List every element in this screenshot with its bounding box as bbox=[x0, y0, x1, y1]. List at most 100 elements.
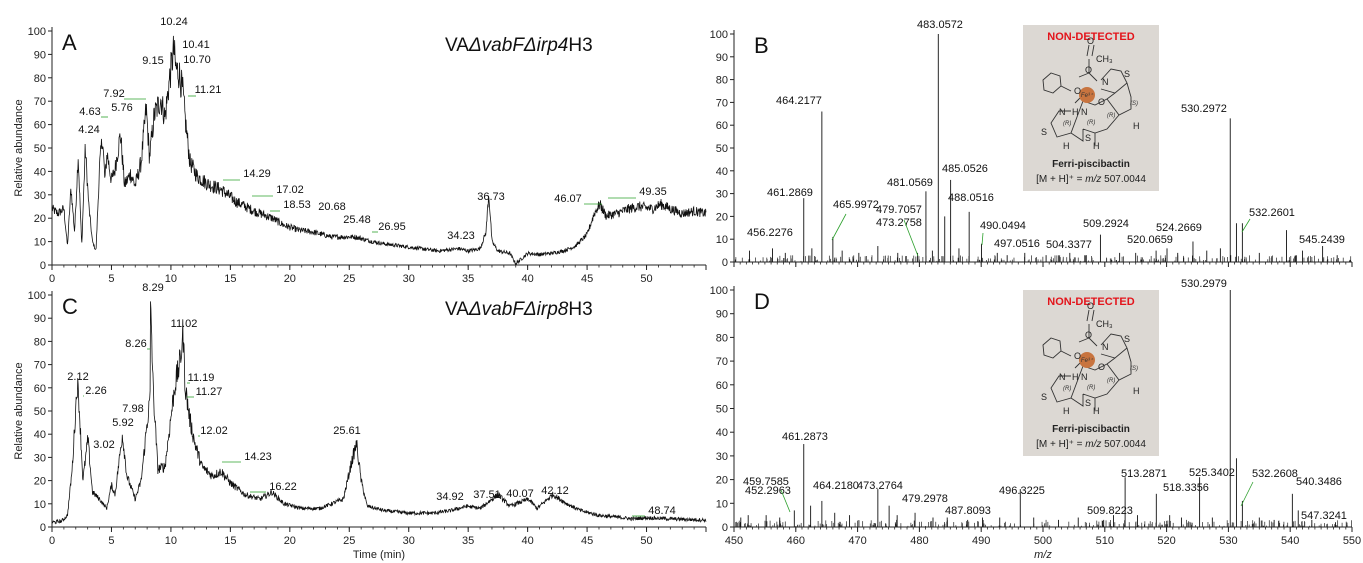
panel-a-letter: A bbox=[62, 30, 77, 55]
atom-o-hydroxyl: O bbox=[1098, 362, 1105, 372]
panel-d-x-tick-label: 490 bbox=[972, 535, 990, 547]
atom-s-thiazoline: S bbox=[1124, 334, 1130, 344]
panel-c-peak-label: 12.02 bbox=[200, 425, 228, 437]
panel-b-y-tick-label: 100 bbox=[710, 29, 728, 41]
panel-c-y-tick-label: 10 bbox=[34, 499, 46, 511]
panel-c-x-tick-label: 5 bbox=[108, 535, 114, 547]
atom-o-carbonyl: O bbox=[1087, 36, 1094, 46]
panel-d-y-tick-label: 100 bbox=[710, 285, 728, 297]
panel-a-chromatogram: 0 10 20 30 40 50 60 70 80 90 100 0 5 10 15 20 25 30 35 40 45… bbox=[13, 16, 707, 285]
panel-d-peak-label: 496.3225 bbox=[999, 485, 1045, 497]
panel-b-mass-spectrum: 0 10 20 30 40 50 60 70 80 90 100 456.2276 461.2869 46… bbox=[710, 19, 1353, 269]
panel-c-x-axis-title: Time (min) bbox=[353, 549, 405, 561]
panel-a-peak-label: 20.68 bbox=[318, 201, 346, 213]
panel-a-x-tick-label: 20 bbox=[284, 273, 296, 285]
panel-a-y-tick-label: 100 bbox=[28, 26, 46, 38]
mass-value: 507.0044 bbox=[1101, 439, 1146, 450]
strain-suffix: H3 bbox=[568, 35, 592, 56]
panel-b-peak-label: 456.2276 bbox=[747, 227, 793, 239]
structure-bonds bbox=[1050, 309, 1132, 410]
panel-a-strain-label: VAΔvabFΔirp4H3 bbox=[445, 35, 593, 56]
panel-c-y-tick-label: 60 bbox=[34, 383, 46, 395]
panel-b-y-tick-label: 80 bbox=[716, 75, 728, 87]
panel-d-peak-label: 540.3486 bbox=[1296, 476, 1342, 488]
panel-a-peak-label: 9.15 bbox=[142, 55, 163, 67]
strain-prefix: VA bbox=[445, 299, 469, 320]
atom-n-imine: N bbox=[1059, 107, 1066, 117]
atom-hn: H N bbox=[1072, 107, 1088, 117]
panel-c-y-tick-label: 40 bbox=[34, 429, 46, 441]
panel-b-peak-label: 509.2924 bbox=[1083, 218, 1129, 230]
panel-d-y-tick-label: 60 bbox=[716, 380, 728, 392]
panel-a-x-tick-label: 40 bbox=[522, 273, 534, 285]
panel-a-y-tick-label: 30 bbox=[34, 190, 46, 202]
panel-a-y-tick-label: 40 bbox=[34, 166, 46, 178]
panel-d-y-tick-label: 0 bbox=[722, 522, 728, 534]
panel-c-strain-label: VAΔvabFΔirp8H3 bbox=[445, 299, 593, 320]
panel-c-x-tick-label: 40 bbox=[522, 535, 534, 547]
panel-a-peak-label: 10.24 bbox=[160, 16, 188, 28]
panel-d-y-tick-label: 50 bbox=[716, 404, 728, 416]
panel-b-peak-label: 481.0569 bbox=[887, 177, 933, 189]
panel-d-y-tick-label: 70 bbox=[716, 356, 728, 368]
panel-b-peak-label: 532.2601 bbox=[1249, 207, 1295, 219]
panel-d-x-tick-label: 520 bbox=[1157, 535, 1175, 547]
panel-b-peak-label: 483.0572 bbox=[917, 19, 963, 31]
panel-d-peak-label: 509.8223 bbox=[1087, 505, 1133, 517]
panel-d-peak-label: 473.2764 bbox=[857, 480, 903, 492]
panel-b-peak-label: 461.2869 bbox=[767, 187, 813, 199]
panel-b-peak-label: 473.2758 bbox=[876, 217, 922, 229]
atom-o-hydroxyl: O bbox=[1098, 97, 1105, 107]
panel-a-x-tick-label: 15 bbox=[224, 273, 236, 285]
stereo-r-3: (R) bbox=[1107, 378, 1115, 384]
stereo-r-1: (R) bbox=[1063, 386, 1071, 392]
mass-variable: m/z bbox=[1085, 439, 1101, 450]
panel-c-y-tick-label: 100 bbox=[28, 290, 46, 302]
panel-b-y-tick-label: 0 bbox=[722, 257, 728, 269]
panel-b-peak-label: 488.0516 bbox=[948, 192, 994, 204]
panel-c-peak-label: 37.51 bbox=[473, 489, 501, 501]
panel-a-trace bbox=[51, 35, 707, 266]
atom-fe: Fe³⁺ bbox=[1081, 92, 1094, 99]
panel-b-y-tick-label: 30 bbox=[716, 189, 728, 201]
panel-b-peak-label: 479.7057 bbox=[876, 204, 922, 216]
panel-b-y-tick-label: 20 bbox=[716, 211, 728, 223]
panel-c-peak-label: 8.29 bbox=[142, 282, 163, 294]
panel-c-peak-label: 34.92 bbox=[436, 491, 464, 503]
panel-d-peak-label: 530.2979 bbox=[1181, 278, 1227, 290]
panel-d-x-axis-title: m/z bbox=[1034, 549, 1052, 561]
atom-o-phenol: O bbox=[1074, 86, 1081, 96]
panel-c-x-tick-label: 25 bbox=[343, 535, 355, 547]
panel-c-peak-label: 40.07 bbox=[506, 488, 534, 500]
panel-c-peak-label: 25.61 bbox=[333, 425, 361, 437]
panel-a-peak-label: 26.95 bbox=[378, 221, 406, 233]
panel-b-peak-label: 524.2669 bbox=[1156, 222, 1202, 234]
panel-c-peak-label: 48.74 bbox=[648, 505, 676, 517]
panel-d-peak-label: 547.3241 bbox=[1301, 510, 1347, 522]
panel-c-peak-label: 5.92 bbox=[112, 417, 133, 429]
panel-a-y-tick-label: 80 bbox=[34, 73, 46, 85]
stereo-s: (S) bbox=[1130, 366, 1138, 372]
panel-a-y-tick-label: 50 bbox=[34, 143, 46, 155]
panel-d-y-tick-label: 90 bbox=[716, 309, 728, 321]
atom-hn: H N bbox=[1072, 372, 1088, 382]
panel-c-x-tick-label: 0 bbox=[49, 535, 55, 547]
panel-d-peak-label: 513.2871 bbox=[1121, 468, 1167, 480]
atom-o-phenol: O bbox=[1074, 351, 1081, 361]
panel-a-x-tick-label: 0 bbox=[49, 273, 55, 285]
panel-a-y-tick-label: 90 bbox=[34, 49, 46, 61]
atom-n-thiazoline: N bbox=[1102, 342, 1109, 352]
inset-status: NON-DETECTED bbox=[1047, 31, 1134, 43]
panel-d-peak-label: 487.8093 bbox=[945, 505, 991, 517]
panel-c-y-tick-label: 20 bbox=[34, 476, 46, 488]
panel-b-y-tick-label: 40 bbox=[716, 166, 728, 178]
panel-b-y-tick-label: 60 bbox=[716, 120, 728, 132]
panel-c-x-tick-label: 50 bbox=[640, 535, 652, 547]
atom-fe: Fe³⁺ bbox=[1081, 357, 1094, 364]
atom-h-right: H bbox=[1093, 406, 1100, 416]
panel-d-peak-label: 464.2180 bbox=[813, 480, 859, 492]
panel-d-letter: D bbox=[754, 289, 770, 314]
panel-d-peak-label: 452.2963 bbox=[745, 485, 791, 497]
panel-a-y-tick-label: 60 bbox=[34, 120, 46, 132]
panel-a-peak-label: 4.63 bbox=[79, 106, 100, 118]
